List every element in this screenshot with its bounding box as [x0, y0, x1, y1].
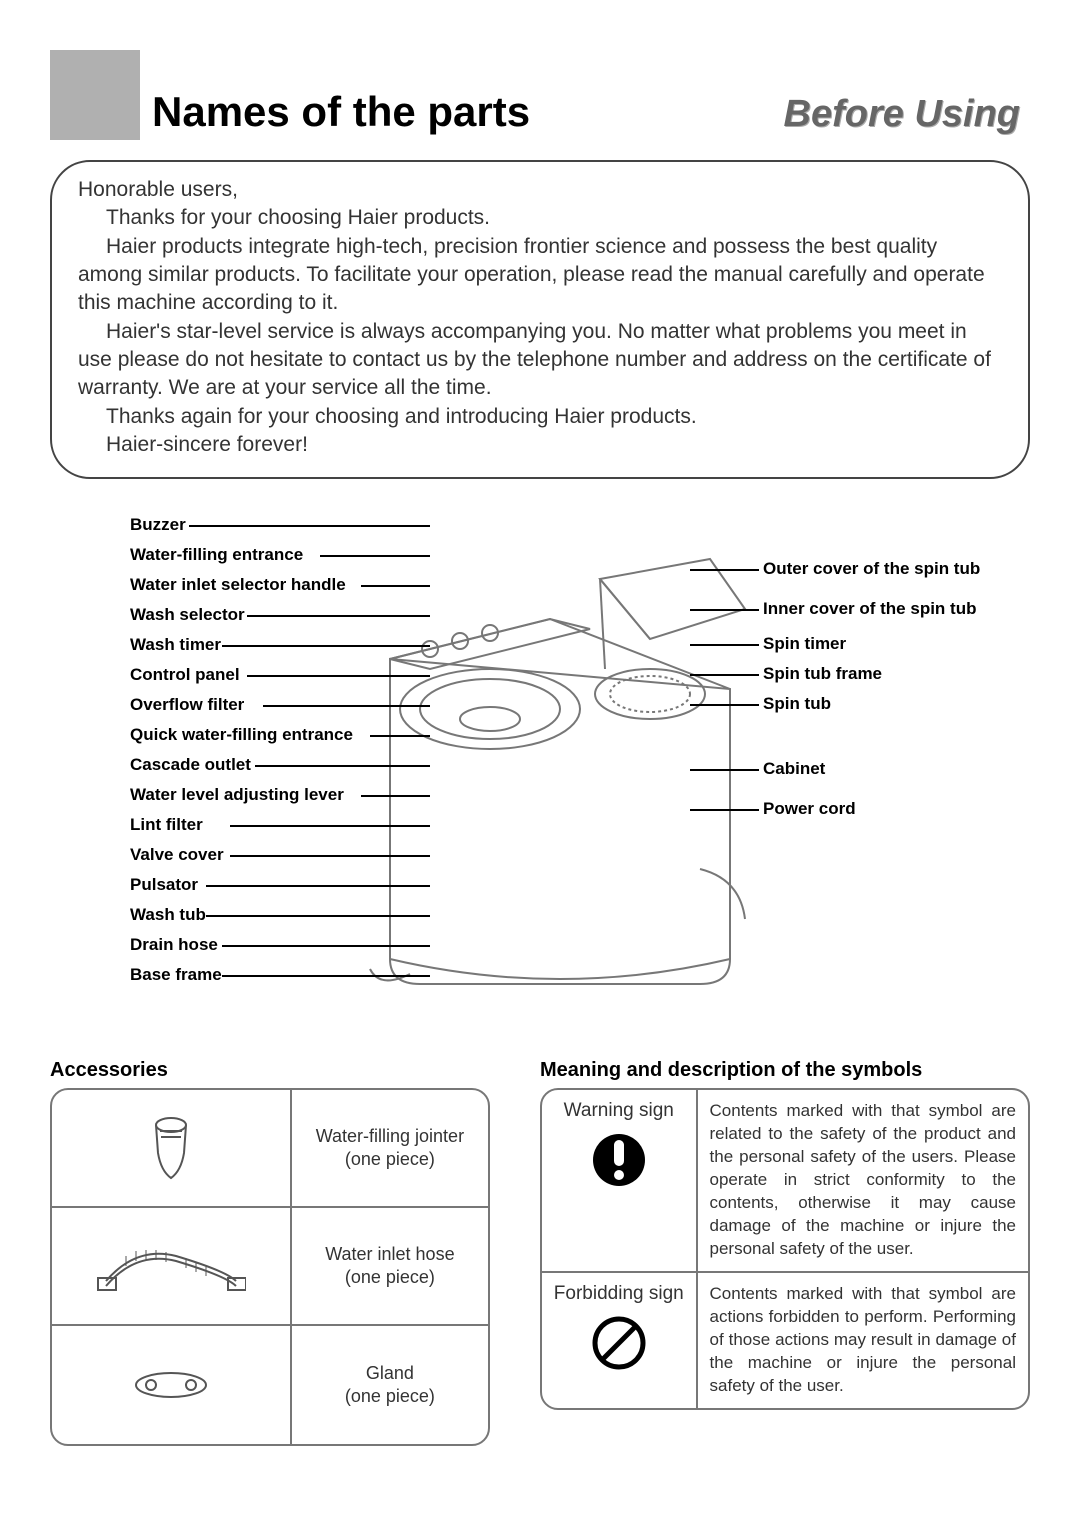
part-label-left: Water inlet selector handle [130, 575, 346, 595]
symbols-table: Warning sign Contents marked with that s… [540, 1088, 1030, 1409]
part-label-left: Quick water-filling entrance [130, 725, 353, 745]
forbidding-icon [589, 1313, 649, 1373]
part-label-left: Base frame [130, 965, 222, 985]
accessory-label: Water inlet hose (one piece) [292, 1243, 488, 1290]
part-label-right: Spin tub frame [763, 664, 882, 684]
accessories-heading: Accessories [50, 1059, 490, 1082]
part-label-left: Wash selector [130, 605, 245, 625]
leader-line [361, 795, 430, 797]
leader-line [263, 705, 430, 707]
leader-line [690, 809, 759, 811]
leader-line [206, 885, 430, 887]
part-label-right: Spin tub [763, 694, 831, 714]
leader-line [247, 615, 430, 617]
part-label-left: Valve cover [130, 845, 224, 865]
tables-row: Accessories Water-filling jointer (one p… [50, 1059, 1030, 1446]
leader-line [361, 585, 430, 587]
part-label-left: Lint filter [130, 815, 203, 835]
symbol-row: Warning sign Contents marked with that s… [542, 1090, 1028, 1273]
part-label-left: Overflow filter [130, 695, 244, 715]
accessories-table: Water-filling jointer (one piece) Water … [50, 1088, 490, 1446]
leader-line [189, 525, 430, 527]
part-label-right: Inner cover of the spin tub [763, 599, 976, 619]
intro-p3: Haier's star-level service is always acc… [78, 318, 1002, 403]
page-subtitle: Before Using [784, 93, 1020, 136]
gland-icon [52, 1326, 292, 1444]
accessories-section: Accessories Water-filling jointer (one p… [50, 1059, 490, 1446]
part-label-left: Wash tub [130, 905, 206, 925]
symbol-row: Forbidding sign Contents marked with tha… [542, 1273, 1028, 1408]
accessory-row: Gland (one piece) [52, 1326, 488, 1444]
part-label-left: Control panel [130, 665, 240, 685]
water-inlet-hose-icon [52, 1208, 292, 1324]
accessory-label: Water-filling jointer (one piece) [292, 1125, 488, 1172]
symbols-heading: Meaning and description of the symbols [540, 1059, 1030, 1082]
leader-line [690, 674, 759, 676]
page-title: Names of the parts [152, 88, 530, 136]
accessory-row: Water inlet hose (one piece) [52, 1208, 488, 1326]
symbol-name: Forbidding sign [554, 1283, 684, 1305]
leader-line [230, 825, 430, 827]
leader-line [230, 855, 430, 857]
accessory-label: Gland (one piece) [292, 1362, 488, 1409]
symbol-description: Contents marked with that symbol are rel… [698, 1090, 1028, 1271]
part-label-left: Drain hose [130, 935, 218, 955]
symbol-cell-left: Forbidding sign [542, 1273, 698, 1408]
intro-p5: Haier-sincere forever! [78, 431, 1002, 459]
intro-p4: Thanks again for your choosing and intro… [78, 403, 1002, 431]
part-label-right: Outer cover of the spin tub [763, 559, 980, 579]
part-label-left: Pulsator [130, 875, 198, 895]
part-label-left: Buzzer [130, 515, 186, 535]
leader-line [247, 675, 430, 677]
leader-line [255, 765, 430, 767]
accessory-row: Water-filling jointer (one piece) [52, 1090, 488, 1208]
intro-greeting: Honorable users, [78, 176, 1002, 204]
symbol-name: Warning sign [564, 1100, 674, 1122]
part-label-right: Spin timer [763, 634, 846, 654]
part-label-left: Wash timer [130, 635, 221, 655]
header-accent-block [50, 50, 140, 140]
part-label-left: Water-filling entrance [130, 545, 303, 565]
intro-p2: Haier products integrate high-tech, prec… [78, 233, 1002, 318]
leader-line [206, 915, 430, 917]
washing-machine-illustration [350, 519, 780, 999]
parts-diagram: Buzzer Water-filling entrance Water inlet … [50, 499, 1030, 1029]
symbol-cell-left: Warning sign [542, 1090, 698, 1271]
leader-line [690, 569, 759, 571]
part-label-left: Cascade outlet [130, 755, 251, 775]
leader-line [690, 644, 759, 646]
page-header: Names of the parts Before Using [50, 50, 1030, 140]
part-label-right: Cabinet [763, 759, 825, 779]
part-label-right: Power cord [763, 799, 856, 819]
leader-line [370, 735, 430, 737]
symbol-description: Contents marked with that symbol are act… [698, 1273, 1028, 1408]
leader-line [222, 645, 430, 647]
leader-line [320, 555, 430, 557]
leader-line [222, 945, 430, 947]
symbols-section: Meaning and description of the symbols W… [540, 1059, 1030, 1446]
warning-icon [589, 1130, 649, 1190]
water-filling-jointer-icon [52, 1090, 292, 1206]
intro-p1: Thanks for your choosing Haier products. [78, 204, 1002, 232]
intro-panel: Honorable users, Thanks for your choosin… [50, 160, 1030, 479]
leader-line [690, 769, 759, 771]
leader-line [690, 704, 759, 706]
leader-line [690, 609, 759, 611]
part-label-left: Water level adjusting lever [130, 785, 344, 805]
leader-line [222, 975, 430, 977]
